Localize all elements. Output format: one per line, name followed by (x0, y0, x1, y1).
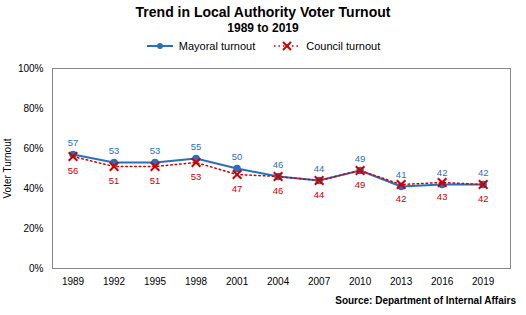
svg-text:57: 57 (68, 137, 79, 148)
svg-text:53: 53 (191, 171, 202, 182)
svg-text:41: 41 (396, 169, 407, 180)
svg-text:1992: 1992 (103, 276, 126, 287)
svg-text:42: 42 (478, 193, 489, 204)
svg-text:49: 49 (355, 153, 366, 164)
html-text:Council turnout: Council turnout (306, 40, 381, 52)
svg-text:53: 53 (109, 145, 120, 156)
svg-text:44: 44 (314, 163, 325, 174)
html-text:Trend in Local Authority Voter: Trend in Local Authority Voter Turnout (135, 4, 391, 20)
svg-text:2019: 2019 (472, 276, 495, 287)
svg-text:1995: 1995 (144, 276, 167, 287)
svg-text:51: 51 (109, 175, 120, 186)
svg-text:42: 42 (478, 167, 489, 178)
svg-text:80%: 80% (23, 103, 43, 114)
svg-text:60%: 60% (23, 143, 43, 154)
svg-text:Voter Turnout: Voter Turnout (2, 138, 13, 198)
svg-text:42: 42 (396, 193, 407, 204)
svg-text:50: 50 (232, 151, 243, 162)
html-text:Source: Department of Internal: Source: Department of Internal Affairs (335, 295, 516, 306)
svg-text:46: 46 (273, 185, 284, 196)
svg-text:51: 51 (150, 175, 161, 186)
html-text:Mayoral turnout: Mayoral turnout (178, 40, 256, 52)
svg-text:47: 47 (232, 183, 243, 194)
svg-text:100%: 100% (18, 63, 44, 74)
svg-text:40%: 40% (23, 183, 43, 194)
svg-text:55: 55 (191, 141, 202, 152)
svg-text:2010: 2010 (349, 276, 372, 287)
svg-text:2016: 2016 (431, 276, 454, 287)
svg-text:1998: 1998 (185, 276, 208, 287)
svg-text:2001: 2001 (226, 276, 249, 287)
svg-text:56: 56 (68, 165, 79, 176)
svg-text:20%: 20% (23, 223, 43, 234)
svg-text:42: 42 (437, 167, 448, 178)
svg-text:44: 44 (314, 189, 325, 200)
svg-text:43: 43 (437, 191, 448, 202)
svg-text:2013: 2013 (390, 276, 413, 287)
svg-text:49: 49 (355, 179, 366, 190)
html-text:1989 to 2019: 1989 to 2019 (227, 21, 299, 35)
svg-text:53: 53 (150, 145, 161, 156)
svg-text:1989: 1989 (62, 276, 85, 287)
svg-text:0%: 0% (29, 263, 44, 274)
svg-text:46: 46 (273, 159, 284, 170)
svg-text:2007: 2007 (308, 276, 331, 287)
svg-text:2004: 2004 (267, 276, 290, 287)
